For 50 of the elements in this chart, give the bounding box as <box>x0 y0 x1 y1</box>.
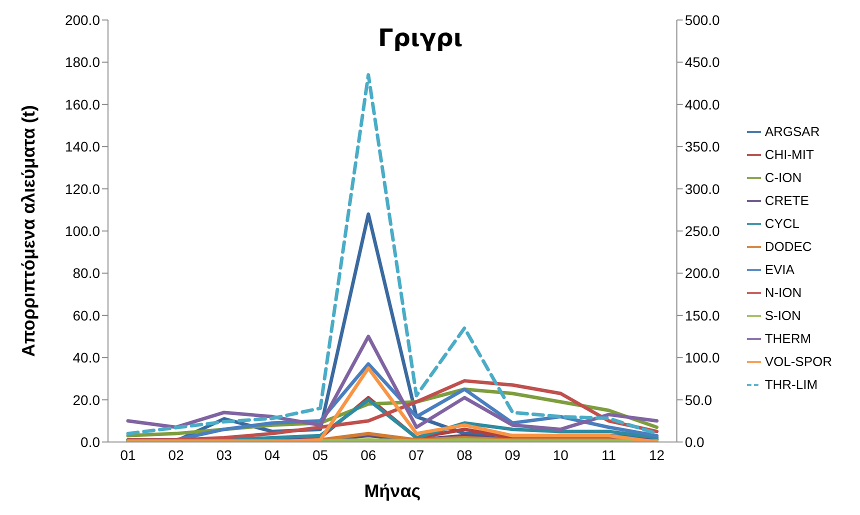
y-tick-label: 60.0 <box>72 307 100 324</box>
y-tick-label: 200.0 <box>64 12 100 28</box>
x-tick-label: 05 <box>312 446 328 463</box>
y-tick-label: 80.0 <box>72 265 100 282</box>
y2-tick-label: 500.0 <box>684 12 720 28</box>
y2-tick-label: 50.0 <box>684 392 712 408</box>
legend-label: S-ION <box>764 308 801 322</box>
x-tick-label: 12 <box>649 446 665 463</box>
y-tick-label: 120.0 <box>64 180 100 197</box>
x-tick-label: 01 <box>120 446 136 463</box>
y2-tick-label: 400.0 <box>684 96 720 112</box>
legend-label: VOL-SPOR <box>764 354 832 368</box>
legend-label: DODEC <box>764 238 812 254</box>
x-tick-label: 07 <box>408 446 424 463</box>
legend-label: CRETE <box>764 192 809 208</box>
y2-tick-label: 100.0 <box>684 350 720 366</box>
y-axis-title: Απορριπτόμενα αλιεύματα (t) <box>18 105 38 357</box>
y-tick-label: 40.0 <box>72 350 100 366</box>
legend-label: EVIA <box>764 262 794 276</box>
chart-title: Γριγρι <box>378 24 463 52</box>
x-tick-label: 10 <box>552 446 569 463</box>
y2-tick-label: 300.0 <box>684 180 720 197</box>
y-tick-label: 100.0 <box>64 222 100 239</box>
x-tick-label: 06 <box>360 446 376 463</box>
y-tick-label: 140.0 <box>64 138 100 155</box>
legend-label: THR-LIM <box>764 376 818 392</box>
y2-tick-label: 150.0 <box>684 307 720 324</box>
y-tick-label: 20.0 <box>72 392 100 408</box>
legend-label: CHI-MIT <box>764 146 814 162</box>
y2-tick-label: 250.0 <box>684 222 720 239</box>
x-axis-title: Μήνας <box>364 481 421 501</box>
x-tick-label: 02 <box>168 446 184 463</box>
y-tick-label: 0.0 <box>80 434 100 450</box>
legend-label: THERM <box>764 330 812 346</box>
x-tick-label: 11 <box>601 446 616 463</box>
y2-tick-label: 0.0 <box>684 434 704 450</box>
x-tick-label: 08 <box>456 446 473 463</box>
x-tick-label: 09 <box>504 446 521 463</box>
legend-label: N-ION <box>764 284 802 300</box>
legend-label: C-ION <box>764 170 802 184</box>
y2-tick-label: 200.0 <box>684 265 720 282</box>
legend-label: ARGSAR <box>764 124 820 138</box>
y-tick-label: 180.0 <box>64 54 100 70</box>
legend-label: CYCL <box>764 216 800 230</box>
x-tick-label: 03 <box>216 446 232 463</box>
y2-tick-label: 450.0 <box>684 54 720 70</box>
x-tick-label: 04 <box>264 446 280 463</box>
y2-tick-label: 350.0 <box>684 138 720 155</box>
line-series <box>126 334 659 432</box>
y-tick-label: 160.0 <box>64 96 100 112</box>
